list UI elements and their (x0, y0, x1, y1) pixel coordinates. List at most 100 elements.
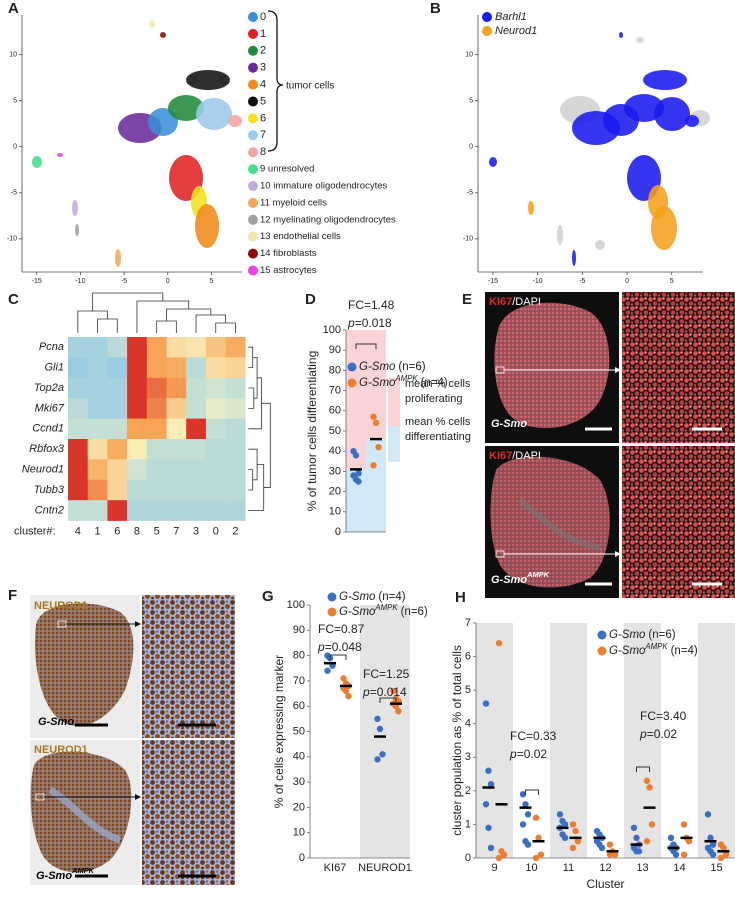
data-point (379, 751, 385, 757)
band-legend-label: differentiating (405, 431, 471, 443)
y-tick-label: 5 (465, 684, 471, 696)
x-tick-label: 12 (599, 862, 611, 874)
heatmap-cell (186, 357, 206, 378)
x-tick-label: -10 (533, 278, 543, 285)
column-dendrogram (216, 323, 236, 333)
heatmap-cell (167, 398, 187, 419)
y-tick-label: 90 (293, 624, 305, 636)
legend-label: 3 (260, 62, 266, 74)
y-tick-label: 5 (13, 98, 17, 105)
legend-swatch (248, 266, 258, 276)
category-shading (360, 605, 410, 858)
heatmap-cell (88, 439, 108, 460)
data-point (644, 778, 650, 784)
legend-label: 14 fibroblasts (260, 248, 317, 259)
row-label: Neurod1 (22, 464, 64, 476)
heatmap-cell (206, 378, 226, 399)
heatmap-cell (88, 378, 108, 399)
series-superscript: AMPK (644, 642, 668, 651)
legend-swatch (598, 647, 607, 656)
data-point (355, 478, 361, 484)
data-point (570, 821, 576, 827)
data-point (599, 845, 605, 851)
series-superscript: AMPK (394, 374, 418, 383)
heatmap-cell (186, 378, 206, 399)
y-axis-label: cluster population as % of total cells (450, 645, 464, 836)
x-tick-label: 5 (670, 278, 674, 285)
x-tick-label: 11 (563, 862, 574, 874)
data-point (636, 848, 642, 854)
cell-cloud (528, 201, 534, 215)
heatmap-cell (107, 500, 127, 521)
row-dendrogram (248, 347, 252, 367)
heatmap-cell (186, 398, 206, 419)
row-label: Mki67 (35, 402, 65, 414)
cell-cloud (186, 70, 230, 90)
stain-name: KI67 (489, 296, 512, 308)
panel-label: D (305, 291, 316, 308)
data-point (705, 811, 711, 817)
legend-swatch (248, 46, 258, 56)
x-tick-label: -15 (32, 278, 42, 285)
heatmap-cell (127, 357, 147, 378)
data-point (374, 756, 380, 762)
heatmap-cell (127, 459, 147, 480)
cell-cloud (654, 97, 690, 131)
y-tick-label: 0 (469, 144, 473, 151)
data-point (496, 640, 502, 646)
cell-cloud (149, 20, 155, 28)
legend-swatch (248, 130, 258, 140)
legend-label: 11 myeloid cells (260, 197, 327, 208)
y-tick-label: 1 (465, 818, 471, 830)
legend-swatch (248, 215, 258, 225)
heatmap-cell (147, 500, 167, 521)
x-tick-label: -15 (488, 278, 498, 285)
series-name: G-Smo (609, 645, 646, 657)
heatmap-cell (68, 480, 88, 501)
y-tick-label: 10 (465, 51, 473, 58)
legend-swatch (348, 379, 357, 388)
heatmap-cell (107, 337, 127, 358)
y-axis-label: % of tumor cells differentiating (305, 351, 319, 512)
image-zoom (622, 292, 735, 443)
counterstain-name: /DAPI (512, 296, 541, 308)
heatmap-cell (186, 500, 206, 521)
y-tick-label: 30 (329, 465, 341, 477)
heatmap-cell (88, 459, 108, 480)
y-axis-label: % of cells expressing marker (272, 655, 286, 808)
series-name: G-Smo (339, 591, 376, 603)
heatmap-cell (226, 378, 246, 399)
p-value: p=0.02 (509, 747, 547, 761)
data-point (377, 726, 383, 732)
data-point (533, 855, 539, 861)
y-tick-label: 3 (465, 751, 471, 763)
series-name: G-Smo (359, 361, 396, 373)
heatmap-cell (88, 419, 108, 440)
cell-cloud (32, 156, 42, 168)
column-dendrogram (157, 321, 177, 333)
x-tick-label: 5 (209, 278, 213, 285)
heatmap-cell (167, 357, 187, 378)
p-value: p=0.018 (347, 316, 392, 330)
background-cells (595, 240, 605, 250)
y-tick-label: 20 (329, 486, 341, 498)
series-name: G-Smo (359, 377, 396, 389)
heatmap-cell (167, 480, 187, 501)
row-dendrogram (248, 378, 261, 429)
column-label: 3 (193, 526, 199, 538)
heatmap-cell (127, 378, 147, 399)
data-point (649, 821, 655, 827)
heatmap-cell (127, 419, 147, 440)
heatmap-cell (147, 357, 167, 378)
series-name: G-Smo (491, 574, 527, 586)
legend-label: Neurod1 (495, 25, 537, 37)
x-tick-label: -5 (121, 278, 127, 285)
group-brace (268, 11, 283, 151)
series-label: G-Smo(n=4) (339, 591, 406, 603)
y-tick-label: 60 (293, 700, 305, 712)
row-label: Pcna (39, 341, 64, 353)
y-tick-label: 70 (329, 385, 341, 397)
legend-swatch (248, 63, 258, 73)
data-point (345, 693, 351, 699)
